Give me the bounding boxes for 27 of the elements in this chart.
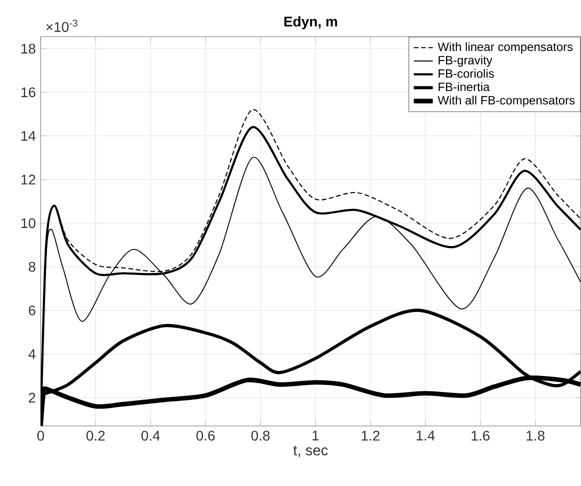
- y-tick-label: 14: [21, 131, 36, 141]
- x-tick-label: 0: [37, 430, 44, 441]
- x-axis-title: t, sec: [293, 446, 328, 458]
- x-tick-label: 1.2: [362, 430, 380, 440]
- y-tick-label: 10: [21, 218, 36, 228]
- x-tick-label: 1.4: [416, 430, 435, 440]
- y-tick-label: 4: [28, 349, 36, 359]
- y-tick-label: 18: [21, 44, 36, 54]
- x-tick-label: 0.8: [251, 430, 270, 441]
- legend-label: FB-inertia: [438, 82, 490, 92]
- y-tick-label: 12: [21, 174, 36, 184]
- x-tick-label: 1: [312, 430, 319, 440]
- y-tick-label: 16: [21, 87, 36, 98]
- legend-label: FB-gravity: [438, 56, 492, 67]
- x-tick-label: 1.8: [526, 430, 544, 441]
- legend-label: With linear compensators: [438, 42, 573, 54]
- y-tick-label: 8: [28, 262, 36, 272]
- legend-label: FB-coriolis: [438, 68, 494, 78]
- x-tick-label: 1.6: [472, 430, 490, 441]
- x-tick-label: 0.6: [196, 430, 215, 441]
- y-tick-label: 2: [28, 392, 36, 403]
- y-tick-label: 6: [28, 305, 36, 316]
- x-tick-label: 0.2: [86, 430, 105, 441]
- x-tick-label: 0.4: [141, 430, 160, 441]
- legend-label: With all FB-compensators: [438, 96, 575, 107]
- text: ×10$^{-3}$: [46, 20, 78, 32]
- chart-title: Edyn, m: [284, 16, 338, 30]
